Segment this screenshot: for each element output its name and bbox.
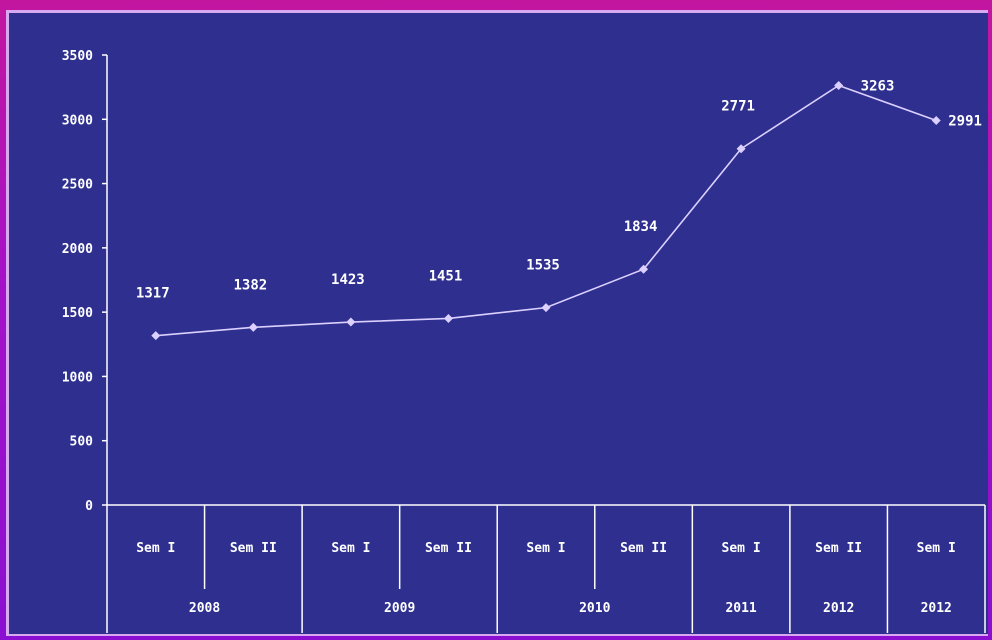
data-label: 1535 [526,258,560,274]
x-category-label: Sem I [526,541,565,556]
data-label: 1317 [136,286,170,302]
axes [102,54,985,506]
x-category-label: Sem I [722,541,761,556]
y-tick-label: 1000 [62,370,93,385]
y-tick-label: 2000 [62,242,93,257]
x-category-label: Sem II [425,541,472,556]
data-point-marker [248,322,258,332]
data-label: 1423 [331,272,365,288]
data-point-marker [443,313,453,323]
x-category-label: Sem I [136,541,175,556]
x-category-label: Sem I [917,541,956,556]
y-tick-label: 500 [70,435,94,450]
data-point-marker [931,115,941,125]
data-point-marker [346,317,356,327]
x-year-label: 2012 [921,601,952,616]
y-tick-labels: 3500 3000 2500 2000 1500 1000 500 0 [62,49,93,514]
chart-panel [9,13,988,634]
x-category-label: Sem I [331,541,370,556]
series-group [151,80,941,341]
series-line [155,84,937,337]
data-label: 1382 [233,277,267,293]
data-labels: 1317 1382 1423 1451 1535 1834 2771 3263 2991 [136,78,982,301]
x-category-label: Sem II [230,541,277,556]
y-tick-label: 0 [85,499,93,514]
data-point-marker [639,264,649,274]
x-year-label: 2011 [725,601,756,616]
x-year-label: 2012 [823,601,854,616]
data-label: 2771 [721,99,755,115]
y-tick-label: 3000 [62,113,93,128]
data-label: 1834 [624,219,658,235]
data-point-marker [151,331,161,341]
data-label: 2991 [948,113,982,129]
data-point-marker [736,144,746,154]
data-label: 3263 [861,78,895,94]
y-tick-label: 1500 [62,306,93,321]
x-category-label: Sem II [815,541,862,556]
data-point-marker [834,80,844,90]
x-category-label: Sem II [620,541,667,556]
x-year-label: 2010 [579,601,610,616]
y-tick-label: 2500 [62,178,93,193]
x-year-label: 2009 [384,601,415,616]
data-label: 1451 [429,268,463,284]
x-year-label: 2008 [189,601,220,616]
data-point-marker [541,303,551,313]
y-tick-label: 3500 [62,49,93,64]
x-axis-table: Sem I Sem II Sem I Sem II Sem I Sem II Sem I Se… [106,505,986,633]
